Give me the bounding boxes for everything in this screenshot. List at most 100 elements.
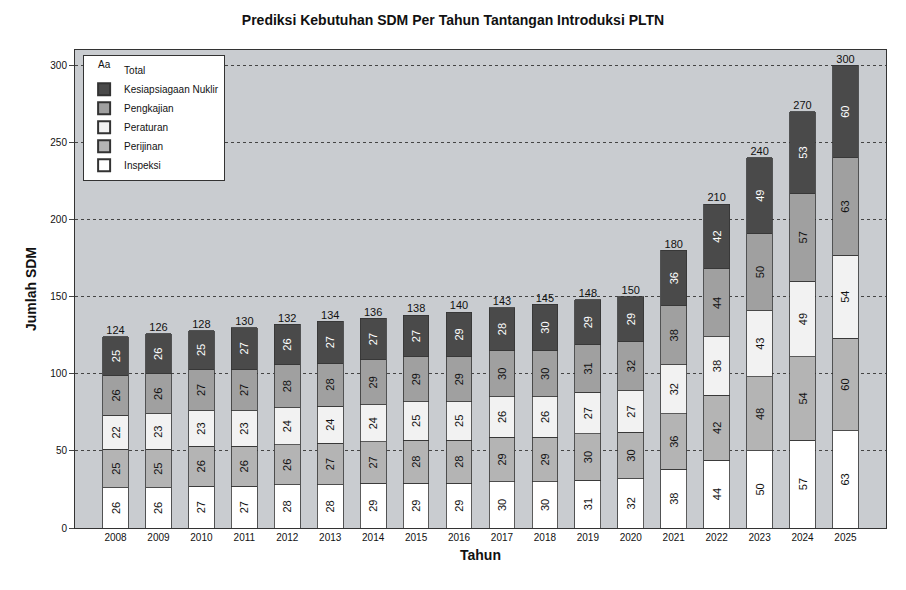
svg-text:2013: 2013 (319, 532, 342, 543)
svg-text:25: 25 (195, 344, 207, 356)
svg-text:26: 26 (152, 502, 164, 514)
svg-text:26: 26 (110, 502, 122, 514)
svg-text:300: 300 (50, 60, 67, 71)
svg-text:2008: 2008 (104, 532, 127, 543)
svg-text:Prediksi Kebutuhan SDM Per Tah: Prediksi Kebutuhan SDM Per Tahun Tantang… (242, 12, 664, 28)
svg-text:27: 27 (367, 456, 379, 468)
svg-text:25: 25 (410, 415, 422, 427)
svg-text:2012: 2012 (276, 532, 299, 543)
svg-text:32: 32 (668, 383, 680, 395)
svg-text:27: 27 (324, 458, 336, 470)
svg-text:31: 31 (582, 498, 594, 510)
svg-text:240: 240 (750, 145, 768, 157)
svg-text:26: 26 (539, 411, 551, 423)
svg-text:49: 49 (797, 313, 809, 325)
svg-text:30: 30 (539, 499, 551, 511)
svg-text:30: 30 (496, 499, 508, 511)
svg-text:150: 150 (622, 284, 640, 296)
svg-text:2014: 2014 (362, 532, 385, 543)
svg-text:270: 270 (793, 99, 811, 111)
svg-text:50: 50 (754, 266, 766, 278)
svg-text:26: 26 (281, 459, 293, 471)
svg-text:29: 29 (367, 376, 379, 388)
svg-text:2016: 2016 (448, 532, 471, 543)
svg-text:Kesiapsiagaan Nuklir: Kesiapsiagaan Nuklir (124, 84, 219, 95)
svg-text:26: 26 (152, 388, 164, 400)
svg-text:30: 30 (496, 368, 508, 380)
svg-text:38: 38 (668, 493, 680, 505)
svg-text:28: 28 (324, 500, 336, 512)
svg-text:28: 28 (281, 500, 293, 512)
svg-text:32: 32 (625, 360, 637, 372)
svg-text:29: 29 (496, 453, 508, 465)
svg-text:27: 27 (625, 405, 637, 417)
svg-text:63: 63 (839, 473, 851, 485)
svg-text:54: 54 (839, 291, 851, 303)
svg-text:26: 26 (238, 460, 250, 472)
svg-text:42: 42 (711, 422, 723, 434)
svg-text:2023: 2023 (748, 532, 771, 543)
svg-text:44: 44 (711, 297, 723, 309)
svg-text:27: 27 (238, 501, 250, 513)
svg-text:2018: 2018 (534, 532, 557, 543)
svg-text:0: 0 (61, 523, 67, 534)
svg-text:2022: 2022 (706, 532, 729, 543)
svg-text:27: 27 (195, 501, 207, 513)
svg-text:25: 25 (152, 463, 164, 475)
svg-text:29: 29 (582, 316, 594, 328)
svg-text:2009: 2009 (147, 532, 170, 543)
svg-text:50: 50 (56, 445, 68, 456)
svg-text:Peraturan: Peraturan (124, 122, 168, 133)
svg-text:200: 200 (50, 214, 67, 225)
svg-text:25: 25 (110, 463, 122, 475)
svg-text:2011: 2011 (234, 532, 256, 543)
svg-text:29: 29 (453, 373, 465, 385)
svg-text:29: 29 (410, 500, 422, 512)
svg-text:28: 28 (324, 378, 336, 390)
svg-text:22: 22 (110, 426, 122, 438)
svg-text:148: 148 (579, 287, 597, 299)
svg-text:26: 26 (281, 338, 293, 350)
svg-text:145: 145 (536, 292, 554, 304)
svg-text:100: 100 (50, 368, 67, 379)
svg-text:128: 128 (192, 318, 210, 330)
svg-text:28: 28 (496, 323, 508, 335)
svg-text:26: 26 (496, 411, 508, 423)
svg-text:27: 27 (238, 342, 250, 354)
svg-text:140: 140 (450, 299, 468, 311)
svg-text:24: 24 (324, 419, 336, 431)
svg-text:Perijinan: Perijinan (124, 141, 163, 152)
svg-text:27: 27 (238, 384, 250, 396)
svg-text:134: 134 (321, 309, 339, 321)
svg-text:30: 30 (539, 368, 551, 380)
svg-text:30: 30 (625, 449, 637, 461)
svg-text:53: 53 (797, 146, 809, 158)
svg-text:29: 29 (625, 313, 637, 325)
svg-text:Inspeksi: Inspeksi (124, 160, 161, 171)
svg-text:23: 23 (195, 422, 207, 434)
svg-text:27: 27 (195, 384, 207, 396)
svg-text:27: 27 (367, 333, 379, 345)
svg-text:29: 29 (410, 373, 422, 385)
svg-text:38: 38 (668, 329, 680, 341)
svg-text:2010: 2010 (190, 532, 213, 543)
svg-text:2017: 2017 (491, 532, 514, 543)
svg-text:24: 24 (281, 420, 293, 432)
svg-text:48: 48 (754, 408, 766, 420)
svg-text:63: 63 (839, 200, 851, 212)
svg-text:143: 143 (493, 295, 511, 307)
svg-text:2024: 2024 (791, 532, 814, 543)
svg-text:43: 43 (754, 338, 766, 350)
svg-text:126: 126 (149, 321, 167, 333)
svg-text:30: 30 (582, 451, 594, 463)
svg-text:29: 29 (453, 328, 465, 340)
svg-text:25: 25 (453, 415, 465, 427)
svg-text:136: 136 (364, 306, 382, 318)
svg-text:27: 27 (582, 407, 594, 419)
svg-text:42: 42 (711, 230, 723, 242)
svg-text:50: 50 (754, 483, 766, 495)
svg-text:28: 28 (281, 380, 293, 392)
svg-text:30: 30 (539, 321, 551, 333)
svg-text:24: 24 (367, 417, 379, 429)
svg-text:2025: 2025 (834, 532, 857, 543)
